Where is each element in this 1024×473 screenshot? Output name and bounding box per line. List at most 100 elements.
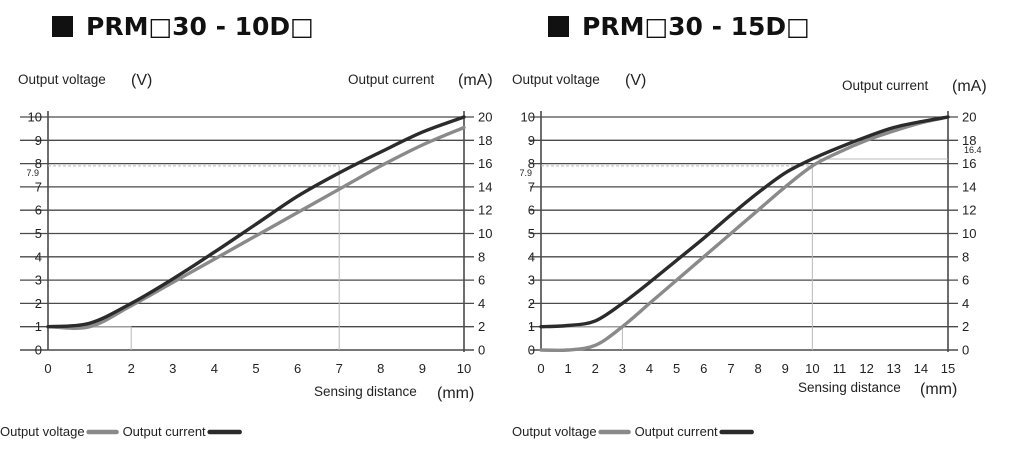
chart-2-y-left-tick: 9 <box>528 133 535 148</box>
chart-1-xlabel: Sensing distance <box>314 384 417 399</box>
chart-1-y-left-tick: 2 <box>35 296 42 311</box>
chart-2-y-left-tick: 6 <box>528 203 535 218</box>
chart-2-x-tick: 15 <box>941 361 955 376</box>
chart-1-y-left-tick: 1 <box>35 319 42 334</box>
chart-1-x-tick: 8 <box>377 361 384 376</box>
chart-1-legend-voltage-label: Output voltage <box>0 424 85 439</box>
chart-1-y-right-tick: 0 <box>478 343 485 358</box>
chart-2-y-left-tick: 3 <box>528 273 535 288</box>
chart-2-ylabel-left-unit: (V) <box>625 72 646 89</box>
chart-1-y-left-tick: 5 <box>35 226 42 241</box>
chart-2-title-text: PRM□30 - 15D□ <box>582 12 810 41</box>
chart-1-x-tick: 4 <box>211 361 218 376</box>
chart-1-y-right-tick: 2 <box>478 319 485 334</box>
chart-1-x-tick: 2 <box>128 361 135 376</box>
chart-2-y-right-tick: 4 <box>962 296 969 311</box>
chart-1-title: PRM□30 - 10D□ <box>52 12 314 41</box>
chart-2-y-left-tick: 10 <box>521 110 535 125</box>
chart-2-y-right-tick: 10 <box>962 226 976 241</box>
chart-2-y-right-tick: 6 <box>962 273 969 288</box>
chart-1-ylabel-right: Output current <box>348 72 435 87</box>
chart-2-marker-left-label: 7.9 <box>519 168 532 178</box>
chart-2-title: PRM□30 - 15D□ <box>548 12 810 41</box>
chart-2-y-left-tick: 0 <box>528 343 535 358</box>
chart-2-legend-voltage-label: Output voltage <box>512 424 597 439</box>
chart-2-ylabel-right: Output current <box>842 78 929 93</box>
chart-1-x-tick: 7 <box>336 361 343 376</box>
chart-2-x-tick: 6 <box>700 361 707 376</box>
chart-2-y-right-tick: 12 <box>962 203 976 218</box>
chart-2-series-output-voltage-line <box>539 115 950 353</box>
chart-1-y-left-tick: 7 <box>35 179 42 194</box>
chart-1-y-left-tick: 3 <box>35 273 42 288</box>
chart-2-y-right-tick: 0 <box>962 343 969 358</box>
chart-2-y-right-tick: 18 <box>962 133 976 148</box>
chart-1-y-left-tick: 9 <box>35 133 42 148</box>
chart-2-y-right-tick: 16 <box>962 156 976 171</box>
chart-2-x-tick: 0 <box>537 361 544 376</box>
chart-1-xlabel-unit: (mm) <box>437 385 474 402</box>
chart-1-x-tick: 10 <box>457 361 471 376</box>
chart-2-x-tick: 2 <box>592 361 599 376</box>
chart-1-marker-left-label: 7.9 <box>26 168 39 178</box>
title-square-icon <box>548 16 569 37</box>
chart-1-y-left-tick: 6 <box>35 203 42 218</box>
chart-2-y-right-tick: 20 <box>962 110 976 125</box>
chart-1-y-left-tick: 0 <box>35 343 42 358</box>
chart-1-ylabel-right-unit: (mA) <box>458 72 493 89</box>
chart-2-xlabel-unit: (mm) <box>920 381 957 398</box>
chart-1-ylabel-left: Output voltage <box>18 72 106 87</box>
chart-2-y-left-tick: 2 <box>528 296 535 311</box>
chart-2-y-right-tick: 14 <box>962 179 976 194</box>
chart-2-x-tick: 10 <box>805 361 819 376</box>
chart-2-x-tick: 4 <box>646 361 653 376</box>
title-square-icon <box>52 16 73 37</box>
chart-2-y-left-tick: 8 <box>528 156 535 171</box>
chart-1-title-text: PRM□30 - 10D□ <box>86 12 314 41</box>
chart-2-ylabel-left: Output voltage <box>512 72 600 87</box>
chart-1-series-output-voltage-line <box>46 125 466 330</box>
chart-2-x-tick: 5 <box>673 361 680 376</box>
chart-2-x-tick: 8 <box>754 361 761 376</box>
chart-2-x-tick: 12 <box>859 361 873 376</box>
chart-1-y-right-tick: 14 <box>478 179 492 194</box>
chart-1-y-right-tick: 20 <box>478 110 492 125</box>
chart-1-x-tick: 0 <box>44 361 51 376</box>
chart-1-y-right-tick: 8 <box>478 249 485 264</box>
chart-1-x-tick: 9 <box>419 361 426 376</box>
chart-2-x-tick: 13 <box>886 361 900 376</box>
chart-1-y-right-tick: 4 <box>478 296 485 311</box>
chart-2-x-tick: 3 <box>619 361 626 376</box>
chart-1-ylabel-left-unit: (V) <box>131 72 152 89</box>
chart-2-ylabel-right-unit: (mA) <box>952 78 987 95</box>
chart-2-y-left-tick: 7 <box>528 179 535 194</box>
chart-1-y-left-tick: 8 <box>35 156 42 171</box>
chart-1-x-tick: 5 <box>252 361 259 376</box>
chart-2-marker-right-label: 16.4 <box>964 145 982 155</box>
chart-1-y-right-tick: 10 <box>478 226 492 241</box>
chart-2-x-tick: 9 <box>782 361 789 376</box>
chart-2-x-tick: 7 <box>727 361 734 376</box>
chart-1-x-tick: 1 <box>86 361 93 376</box>
chart-1-x-tick: 3 <box>169 361 176 376</box>
chart-1-y-right-tick: 12 <box>478 203 492 218</box>
chart-1-y-left-tick: 10 <box>28 110 42 125</box>
chart-1-y-right-tick: 16 <box>478 156 492 171</box>
chart-1-y-right-tick: 6 <box>478 273 485 288</box>
chart-2-y-right-tick: 2 <box>962 319 969 334</box>
chart-2-x-tick: 11 <box>833 361 847 376</box>
chart-1-y-left-tick: 4 <box>35 249 42 264</box>
chart-2-y-right-tick: 8 <box>962 249 969 264</box>
chart-2-x-tick: 1 <box>565 361 572 376</box>
chart-1-series-output-current-line <box>46 115 466 329</box>
chart-2-x-tick: 14 <box>914 361 928 376</box>
chart-1-legend-current-label: Output current <box>123 424 206 439</box>
chart-1-x-tick: 6 <box>294 361 301 376</box>
chart-1-y-right-tick: 18 <box>478 133 492 148</box>
chart-2-y-left-tick: 4 <box>528 249 535 264</box>
chart-2-legend-current-label: Output current <box>635 424 718 439</box>
chart-2-y-left-tick: 1 <box>528 319 535 334</box>
chart-2-y-left-tick: 5 <box>528 226 535 241</box>
